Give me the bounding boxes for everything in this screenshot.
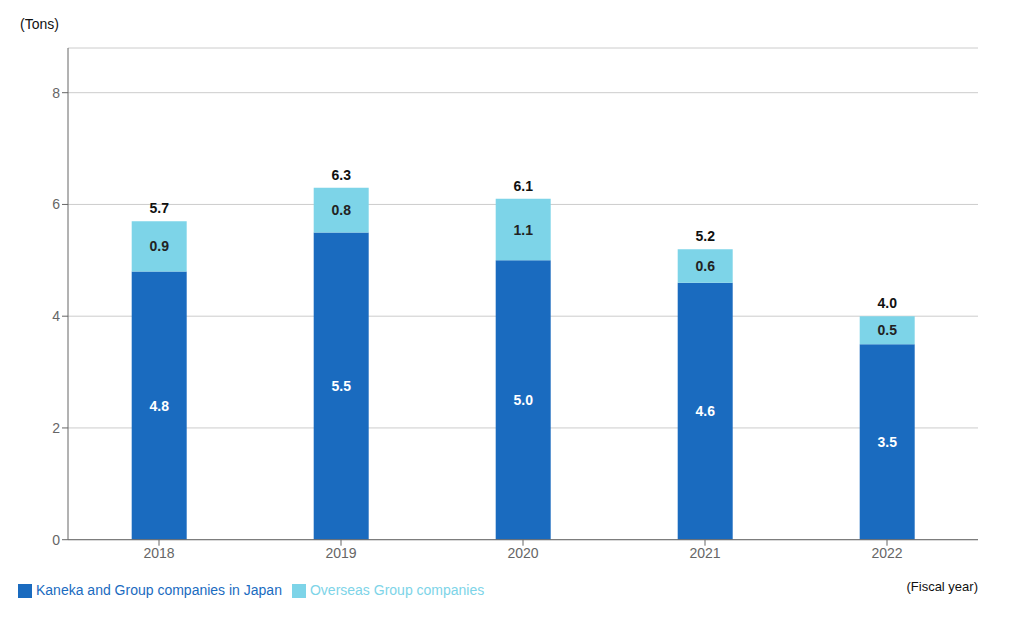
svg-text:4: 4 <box>52 308 60 324</box>
svg-text:2022: 2022 <box>871 545 902 561</box>
svg-text:2019: 2019 <box>325 545 356 561</box>
svg-text:0.8: 0.8 <box>331 202 351 218</box>
svg-text:0.9: 0.9 <box>149 238 169 254</box>
html-text:(Fiscal year): (Fiscal year) <box>906 579 978 594</box>
svg-text:5.2: 5.2 <box>695 228 715 244</box>
svg-text:8: 8 <box>52 85 60 101</box>
svg-text:0.5: 0.5 <box>877 322 897 338</box>
svg-text:3.5: 3.5 <box>877 434 897 450</box>
svg-text:6.1: 6.1 <box>513 178 533 194</box>
html-text:Kaneka and Group companies in: Kaneka and Group companies in Japan <box>36 581 282 598</box>
svg-text:4.0: 4.0 <box>877 295 897 311</box>
svg-text:2020: 2020 <box>507 545 538 561</box>
svg-text:4.8: 4.8 <box>149 398 169 414</box>
svg-text:0.6: 0.6 <box>695 258 715 274</box>
html-text:(Tons): (Tons) <box>20 16 59 32</box>
svg-text:5.0: 5.0 <box>513 392 533 408</box>
svg-text:2021: 2021 <box>689 545 720 561</box>
svg-text:2018: 2018 <box>143 545 174 561</box>
svg-text:1.1: 1.1 <box>513 222 533 238</box>
html-text:Overseas Group companies: Overseas Group companies <box>310 581 485 598</box>
svg-text:4.6: 4.6 <box>695 403 715 419</box>
svg-text:6.3: 6.3 <box>331 167 351 183</box>
svg-text:5.5: 5.5 <box>331 378 351 394</box>
svg-text:2: 2 <box>52 420 60 436</box>
svg-text:5.7: 5.7 <box>149 200 169 216</box>
svg-text:0: 0 <box>52 532 60 548</box>
svg-text:6: 6 <box>52 196 60 212</box>
